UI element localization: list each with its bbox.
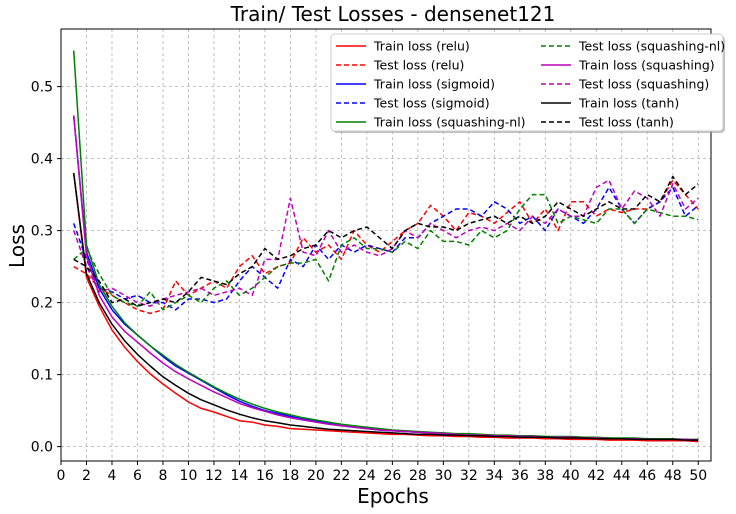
legend-label: Train loss (squashing)	[578, 58, 715, 73]
series-line-9	[73, 175, 699, 307]
x-tick-label: 20	[307, 468, 325, 484]
x-tick-label: 26	[383, 468, 401, 484]
series-line-8	[72, 172, 699, 441]
y-tick-label: 0.2	[31, 296, 53, 312]
legend-label: Test loss (squashing-nl)	[578, 39, 725, 54]
x-tick-label: 6	[133, 468, 142, 484]
x-tick-label: 30	[434, 468, 452, 484]
x-tick-label: 24	[358, 468, 376, 484]
y-tick-label: 0.4	[31, 152, 53, 168]
legend-label: Test loss (tanh)	[578, 115, 674, 130]
y-tick-label: 0.1	[31, 368, 53, 384]
x-axis-label: Epochs	[357, 484, 429, 508]
legend: Train loss (relu) Test loss (relu) Train l…	[330, 33, 725, 133]
series-line-6	[72, 115, 699, 441]
x-tick-label: 44	[613, 468, 631, 484]
legend-label: Train loss (relu)	[373, 39, 470, 54]
x-tick-label: 42	[587, 468, 605, 484]
x-tick-label: 38	[536, 468, 554, 484]
x-tick-label: 36	[511, 468, 529, 484]
x-tick-label: 22	[332, 468, 350, 484]
series-line-0	[72, 172, 699, 443]
x-tick-label: 48	[664, 468, 682, 484]
series-line-3	[72, 186, 699, 311]
chart-title: Train/ Test Losses - densenet121	[230, 2, 556, 26]
x-tick-label: 4	[108, 468, 117, 484]
series-line-7	[72, 179, 699, 307]
x-tick-label: 2	[82, 468, 91, 484]
x-tick-label: 12	[205, 468, 223, 484]
series-line-4	[72, 50, 699, 441]
series-line-1	[73, 179, 699, 315]
x-tick-label: 16	[256, 468, 274, 484]
y-tick-label: 0.5	[31, 80, 53, 96]
legend-box	[330, 33, 724, 132]
y-tick-label: 0.3	[31, 224, 53, 240]
series-lines	[72, 50, 699, 443]
x-axis-ticks: 0 2 4 6 8 10 12 14 16 18 20 22 24 26 28 30 32 34 36 38 40 42 4…	[57, 461, 707, 484]
x-tick-label: 10	[180, 468, 198, 484]
x-tick-label: 50	[689, 468, 707, 484]
legend-label: Test loss (relu)	[373, 58, 464, 73]
y-axis-ticks: 0.0 0.1 0.2 0.3 0.4 0.5	[31, 80, 61, 456]
x-tick-label: 32	[460, 468, 478, 484]
y-axis-label: Loss	[5, 224, 29, 268]
x-tick-label: 14	[231, 468, 249, 484]
legend-label: Train loss (tanh)	[578, 96, 679, 111]
plot-frame	[60, 28, 712, 462]
x-tick-label: 34	[485, 468, 503, 484]
legend-label: Test loss (sigmoid)	[373, 96, 490, 111]
x-tick-label: 46	[638, 468, 656, 484]
x-tick-label: 8	[158, 468, 167, 484]
series-line-2	[72, 115, 699, 441]
x-tick-label: 18	[281, 468, 299, 484]
legend-label: Train loss (squashing-nl)	[373, 115, 526, 130]
legend-label: Test loss (squashing)	[578, 77, 709, 92]
x-tick-label: 40	[562, 468, 580, 484]
x-tick-label: 0	[57, 468, 66, 484]
x-tick-label: 28	[409, 468, 427, 484]
y-tick-label: 0.0	[31, 440, 53, 456]
legend-label: Train loss (sigmoid)	[373, 77, 495, 92]
